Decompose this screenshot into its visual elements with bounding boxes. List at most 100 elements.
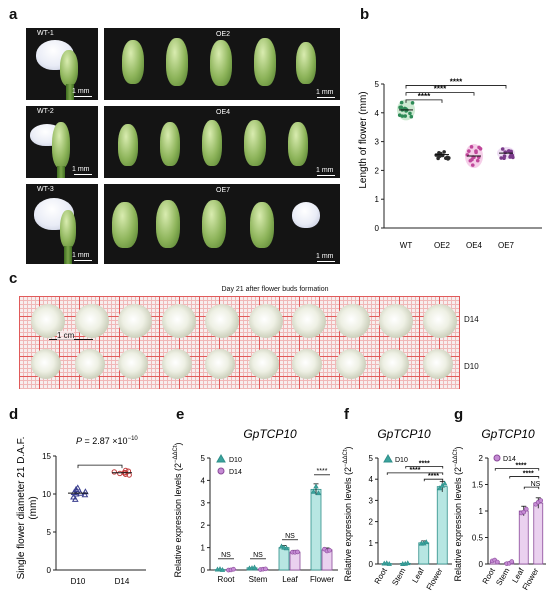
photo-wt-2: WT-2 1 mm — [26, 106, 98, 178]
significance-bracket — [77, 464, 123, 469]
x-tick-label: OE4 — [466, 241, 483, 250]
x-tick-label: Stem — [390, 566, 407, 587]
y-axis-unit: (mm) — [28, 496, 39, 519]
data-point — [474, 149, 478, 153]
data-point — [82, 488, 89, 495]
data-point — [423, 539, 429, 545]
scale-bar-label: 1 mm — [316, 253, 334, 260]
scale-bar — [74, 260, 92, 261]
ylabel-end: ) — [173, 442, 183, 445]
legend-marker-d14 — [217, 467, 225, 475]
y-tick-label: 0 — [375, 224, 380, 233]
data-point — [125, 468, 132, 474]
data-point — [408, 111, 412, 116]
flower-bud — [244, 120, 266, 166]
significance-bracket — [405, 466, 444, 469]
scale-bar-label: 1 cm — [57, 331, 75, 340]
photo-label: WT-3 — [37, 186, 54, 193]
y-axis-label: Single flower diameter 21 D.A.F. — [16, 437, 27, 580]
flower-head — [248, 349, 279, 379]
y-tick-label: 15 — [42, 452, 51, 461]
data-point — [538, 498, 544, 503]
y-tick-label: 1 — [369, 539, 374, 548]
x-tick-label: D14 — [115, 577, 130, 586]
data-point — [502, 156, 506, 161]
flower-bud — [166, 38, 188, 86]
data-point — [313, 483, 319, 489]
data-point — [72, 485, 80, 492]
row-label-d14: D14 — [464, 315, 479, 324]
bar — [289, 551, 301, 571]
photo-oe7: OE7 1 mm — [104, 184, 340, 264]
data-point — [315, 490, 322, 496]
data-point — [263, 566, 268, 572]
legend-label-d14: D14 — [229, 469, 242, 476]
grid-paper: 1 cm — [19, 296, 460, 389]
significance-stars: **** — [410, 467, 421, 474]
data-point — [231, 566, 236, 572]
significance-label: NS — [221, 552, 231, 559]
data-point — [310, 488, 317, 494]
y-tick-label: 5 — [201, 454, 206, 463]
y-axis-label: Relative expression levels (2−ΔΔCt) — [173, 442, 183, 577]
scale-bar — [74, 96, 92, 97]
flower-bud — [118, 124, 138, 166]
photo-label: WT-1 — [37, 30, 54, 37]
data-point — [470, 157, 474, 162]
significance-stars: **** — [428, 473, 439, 480]
data-point — [405, 560, 411, 566]
data-point — [500, 147, 505, 151]
y-tick-label: 1 — [201, 544, 206, 553]
flower-head — [292, 304, 326, 338]
significance-bracket — [405, 92, 475, 96]
significance-label: NS — [253, 552, 263, 559]
significance-label: NS — [285, 533, 295, 540]
chart-e: GpTCP10 Relative expression levels (2−ΔΔ… — [173, 427, 338, 584]
data-point — [477, 145, 481, 150]
x-tick-label: D10 — [71, 577, 86, 586]
data-point — [475, 158, 480, 163]
x-tick-label: OE2 — [434, 241, 451, 250]
photo-oe2: OE2 1 mm — [104, 28, 340, 100]
bar — [418, 542, 430, 565]
flower-head — [335, 349, 366, 379]
y-tick-label: 2 — [479, 454, 484, 463]
y-tick-label: 0.5 — [472, 534, 484, 543]
photo-oe4: OE4 1 mm — [104, 106, 340, 178]
scale-bar — [74, 174, 92, 175]
flower-head — [118, 349, 148, 379]
data-point — [523, 506, 529, 512]
p-number: = 2.87 ×10 — [82, 436, 128, 446]
photo-label: OE7 — [216, 187, 231, 194]
chart-g: GpTCP10 Relative expression levels (2−ΔΔ… — [453, 427, 546, 592]
scale-bar-label: 1 mm — [72, 166, 90, 173]
y-tick-label: 1 — [375, 195, 380, 204]
data-point — [283, 545, 290, 551]
scale-bar — [317, 261, 335, 262]
flower-bud — [112, 202, 138, 248]
chart-d: Single flower diameter 21 D.A.F. (mm) P … — [16, 436, 146, 586]
legend-marker-d10 — [216, 453, 226, 463]
panel-f-label: f — [344, 406, 349, 423]
y-tick-label: 0 — [47, 566, 52, 575]
photo-label: OE2 — [216, 31, 231, 38]
flower-head — [31, 349, 61, 379]
significance-bracket — [386, 472, 444, 475]
significance-label: **** — [317, 468, 328, 475]
data-point — [111, 469, 117, 475]
panel-c-label: c — [9, 270, 18, 287]
row-label-d10: D10 — [464, 362, 479, 371]
data-point — [117, 470, 123, 477]
legend-label-d10: D10 — [395, 457, 408, 464]
y-tick-label: 4 — [369, 475, 374, 484]
flower-head — [422, 349, 453, 379]
data-point — [470, 163, 475, 167]
data-point — [400, 114, 405, 118]
flower-bud — [202, 200, 226, 248]
data-point — [251, 564, 258, 570]
flower-head — [335, 304, 370, 338]
legend-marker-d14 — [493, 454, 501, 462]
significance-bracket — [523, 486, 540, 490]
data-point — [399, 105, 404, 109]
